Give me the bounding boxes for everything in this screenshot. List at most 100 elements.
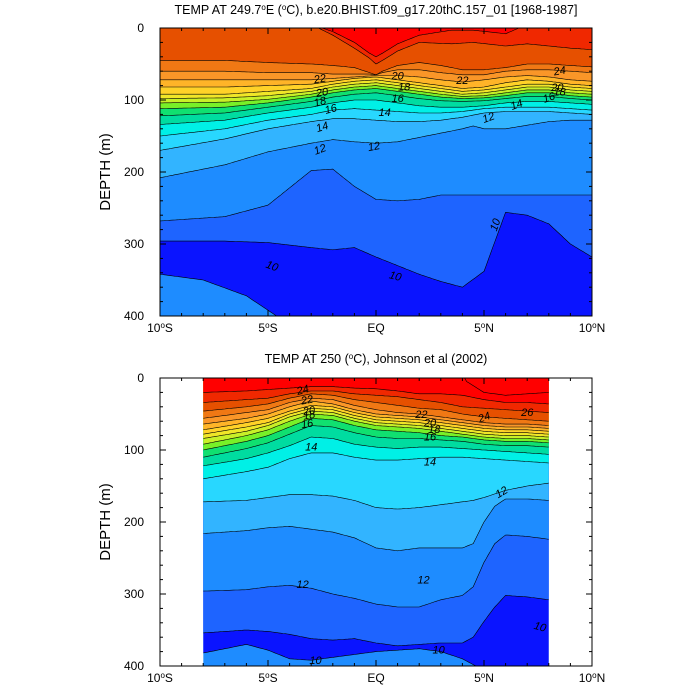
x-tick-label: 10oN	[579, 671, 605, 686]
contour-label: 22	[455, 75, 468, 87]
y-tick-label: 100	[124, 93, 144, 107]
contour-label-text: 20	[423, 418, 437, 430]
contour-label: 10	[432, 644, 445, 656]
isotherm-13	[203, 482, 549, 510]
x-tick-label: EQ	[367, 321, 384, 335]
contour-label: 18	[398, 81, 411, 93]
isotherm-25	[317, 28, 592, 65]
isotherm-13	[160, 111, 592, 151]
isotherm-9	[160, 273, 278, 316]
y-tick-label: 200	[124, 165, 144, 179]
isotherm-24	[203, 393, 549, 422]
y-tick-label: 300	[124, 587, 144, 601]
contour-label: 18	[302, 409, 317, 423]
isotherm-18	[160, 85, 592, 104]
contour-label-text: 16	[323, 102, 339, 117]
contour-label: 22	[312, 72, 327, 86]
contour-label: 20	[550, 82, 564, 94]
isotherm-18	[203, 413, 549, 445]
isotherm-19	[160, 82, 592, 99]
isotherm-10	[203, 595, 549, 647]
contour-label: 10	[532, 620, 548, 635]
contour-label: 12	[367, 140, 381, 154]
contour-band-26	[203, 378, 549, 404]
isotherm-26	[321, 28, 520, 58]
contour-label: 12	[417, 575, 429, 587]
contour-label-text: 10	[309, 655, 322, 667]
isotherm-14	[203, 452, 549, 480]
isotherm-11	[160, 168, 592, 222]
contour-label: 12	[481, 111, 497, 126]
contour-label: 12	[296, 579, 308, 591]
contour-label: 14	[424, 457, 436, 469]
y-tick-label: 300	[124, 237, 144, 251]
isotherm-15	[203, 436, 549, 467]
contour-label: 18	[428, 424, 441, 436]
isotherm-17	[160, 88, 592, 109]
isotherm-15	[160, 99, 592, 125]
isotherm-25	[203, 390, 549, 413]
contour-label-text: 12	[493, 484, 510, 501]
x-tick-label: 10oS	[147, 671, 173, 686]
isotherm-20	[160, 79, 592, 95]
y-axis-label: DEPTH (m)	[97, 133, 114, 211]
contour-band-27	[464, 378, 549, 396]
y-axis-label: DEPTH (m)	[97, 483, 114, 561]
contour-label: 18	[313, 95, 329, 110]
isotherm-10	[160, 211, 592, 288]
x-tick-label: 5oS	[258, 321, 277, 336]
x-tick-label: 10oS	[147, 321, 173, 336]
isotherm-9	[203, 644, 477, 666]
contour-label: 12	[493, 484, 510, 501]
contour-label-text: 24	[476, 410, 493, 426]
contour-label: 16	[300, 417, 315, 431]
contour-label-text: 18	[302, 409, 317, 423]
contour-label: 16	[424, 431, 437, 443]
contour-label: 10	[388, 269, 404, 284]
contour-label-text: 22	[299, 394, 314, 408]
contour-label-text: 18	[428, 424, 441, 436]
contour-label: 14	[315, 120, 330, 135]
contour-label: 14	[305, 441, 317, 453]
isotherm-12	[160, 119, 592, 179]
contour-label-text: 22	[312, 72, 327, 86]
contour-label: 20	[314, 86, 330, 100]
contour-label-text: 12	[481, 111, 497, 126]
isotherm-22	[203, 400, 549, 429]
contour-label-text: 12	[367, 140, 381, 154]
contour-label-text: 14	[424, 457, 436, 469]
contour-field: 2220181614122018161412222420181614121010…	[160, 28, 592, 316]
contour-label: 20	[423, 418, 437, 430]
isotherm-12	[203, 498, 549, 552]
isotherm-17	[203, 417, 549, 451]
contour-label-text: 14	[305, 441, 317, 453]
contour-label-text: 14	[315, 120, 330, 135]
contour-label-text: 24	[294, 383, 310, 398]
contour-label-text: 10	[532, 620, 548, 635]
contour-label: 26	[520, 407, 534, 419]
contour-label: 24	[294, 383, 310, 398]
contour-label: 10	[488, 216, 504, 232]
contour-label: 24	[552, 65, 567, 79]
contour-band-26	[322, 28, 519, 57]
contour-label-text: 14	[509, 98, 525, 113]
isotherm-27	[464, 378, 549, 396]
y-tick-label: 400	[124, 659, 144, 673]
y-tick-label: 200	[124, 515, 144, 529]
contour-label-text: 18	[553, 86, 566, 98]
isotherm-22	[160, 75, 592, 83]
contour-label-text: 18	[398, 81, 411, 93]
contour-label-text: 12	[296, 579, 308, 591]
contour-label-text: 16	[391, 93, 404, 105]
contour-label-text: 14	[378, 107, 390, 119]
contour-label: 12	[312, 142, 328, 157]
isotherm-19	[203, 410, 549, 439]
chart-title: TEMP AT 249.7oE (oC), b.e20.BHIST.f09_g1…	[175, 3, 578, 18]
contour-label-text: 22	[414, 409, 427, 421]
contour-label: 20	[301, 404, 317, 418]
contour-label-text: 16	[424, 431, 437, 443]
isotherm-16	[160, 92, 592, 117]
contour-label-text: 20	[314, 86, 330, 100]
